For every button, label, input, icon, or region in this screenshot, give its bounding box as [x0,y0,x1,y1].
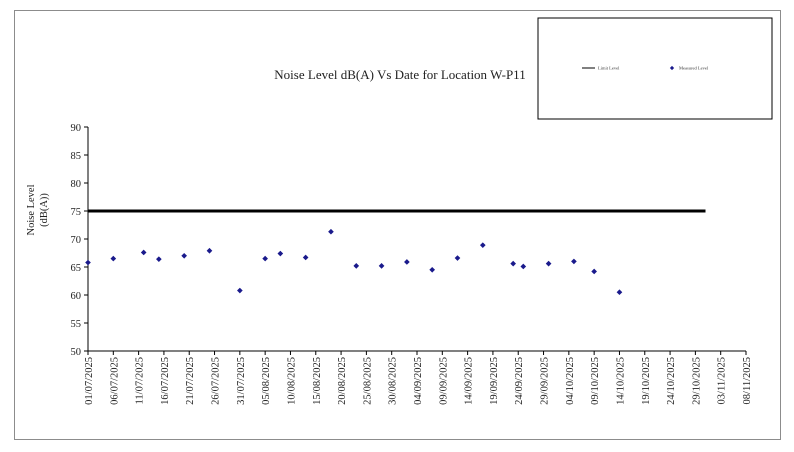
y-axis-title-line2: (dB(A)) [39,193,50,227]
x-tick-label: 29/09/2025 [540,357,551,405]
x-tick-label: 04/10/2025 [565,357,576,405]
y-tick-label: 85 [71,151,82,162]
x-tick-label: 29/10/2025 [691,357,702,405]
measured-level-point [404,259,410,265]
y-tick-label: 65 [71,263,82,274]
x-tick-label: 25/08/2025 [362,357,373,405]
x-tick-label: 24/09/2025 [514,357,525,405]
measured-level-point [237,287,243,294]
x-tick-label: 19/10/2025 [641,357,652,405]
x-tick-label: 09/10/2025 [590,357,601,405]
y-tick-label: 90 [71,123,82,134]
measured-level-point [510,260,516,267]
legend-measured-label: Measured Level [679,66,709,71]
x-tick-label: 24/10/2025 [666,357,677,405]
x-tick-label: 26/07/2025 [211,357,222,405]
y-tick-label: 55 [71,319,82,330]
axes: 50 55 60 65 70 75 80 85 90 01/07/2025 06/07/2025 11… [71,123,754,405]
x-tick-label: 01/07/2025 [84,357,95,405]
measured-level-point [353,263,360,269]
x-tick-label: 30/08/2025 [388,357,399,405]
measured-level-point [591,268,597,275]
x-tick-label: 11/07/2025 [135,357,146,404]
x-tick-label: 09/09/2025 [438,357,449,405]
x-tick-label: 10/08/2025 [286,357,297,405]
measured-level-point [616,289,623,296]
measured-level-point [262,255,268,262]
y-tick-label: 50 [71,347,82,358]
x-tick-label: 06/07/2025 [109,357,120,405]
measured-level-point [545,260,552,267]
y-tick-label: 75 [71,207,82,218]
x-tick-label: 14/10/2025 [615,357,626,405]
plot-marks [85,209,706,296]
x-tick-label: 31/07/2025 [236,357,247,405]
measured-level-point [277,250,284,257]
measured-level-point [156,256,162,262]
measured-level-point [429,266,436,273]
legend-box [537,17,773,120]
measured-level-point [140,249,147,256]
x-tick-label: 20/08/2025 [337,357,348,405]
measured-level-point [302,254,309,261]
measured-level-point [454,255,461,261]
measured-level-point [110,255,117,262]
x-tick-label: 03/11/2025 [717,357,728,404]
y-tick-label: 60 [71,291,82,302]
measured-level-point [571,258,577,265]
x-tick-label: 08/11/2025 [742,357,753,404]
x-tick-label: 05/08/2025 [261,357,272,405]
measured-level-point [378,263,385,269]
x-tick-label: 21/07/2025 [185,357,196,405]
y-tick-label: 70 [71,235,82,246]
chart-title: Noise Level dB(A) Vs Date for Location W… [274,67,525,82]
measured-level-point [520,263,527,270]
y-tick-label: 80 [71,179,82,190]
measured-level-point [328,228,334,235]
x-tick-label: 16/07/2025 [160,357,171,405]
measured-level-point [181,252,187,259]
legend-limit-label: Limit Level [598,66,620,71]
y-axis-title-line1: Noise Level [26,184,37,235]
chart-frame [14,10,781,440]
measured-level-point [479,242,486,248]
y-axis-title: Noise Level (dB(A)) [26,184,50,235]
measured-level-point [85,259,91,266]
legend: Limit Level Measured Level [537,17,773,120]
x-tick-label: 04/09/2025 [413,357,424,405]
x-tick-label: 14/09/2025 [464,357,475,405]
x-tick-label: 19/09/2025 [489,357,500,405]
measured-level-point [206,247,213,254]
x-tick-label: 15/08/2025 [312,357,323,405]
